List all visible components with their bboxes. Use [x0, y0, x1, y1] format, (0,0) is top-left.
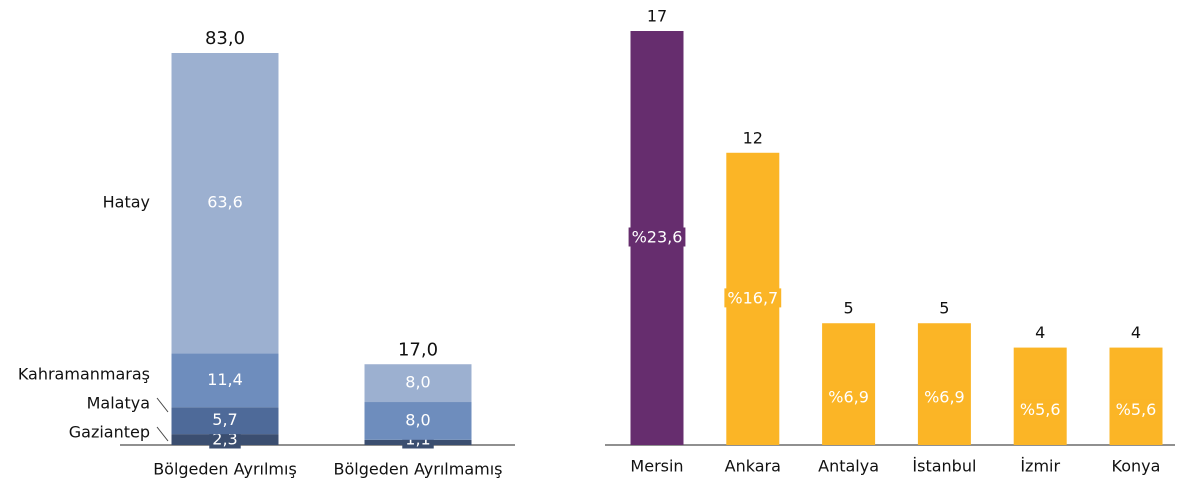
category-label: Ankara: [725, 457, 781, 476]
value-label: 4: [1035, 323, 1045, 342]
value-label: 5: [939, 299, 949, 318]
share-label-box: [1112, 399, 1160, 419]
series-label: Malatya: [87, 394, 150, 413]
series-label: Hatay: [103, 193, 150, 212]
share-label: %23,6: [632, 228, 683, 247]
share-label: %16,7: [727, 288, 778, 307]
bar: [917, 323, 971, 445]
bar-segment: [171, 407, 279, 435]
category-label: Konya: [1112, 457, 1161, 476]
segment-label-box: [209, 429, 241, 449]
category-label: İstanbul: [912, 457, 976, 476]
segment-label: 8,0: [405, 410, 430, 429]
share-label-box: [825, 387, 872, 407]
series-label: Kahramanmaraş: [18, 365, 150, 384]
share-label-box: [628, 227, 686, 247]
bar-segment: [171, 353, 279, 408]
share-label: %6,9: [924, 388, 965, 407]
leader-line: [156, 426, 169, 442]
category-label: İzmir: [1020, 457, 1060, 476]
total-label: 83,0: [205, 28, 245, 49]
segment-label: 2,3: [212, 430, 237, 449]
share-label: %5,6: [1020, 400, 1061, 419]
bar-segment: [171, 53, 279, 354]
share-label-box: [1016, 399, 1064, 419]
share-label: %6,9: [828, 388, 869, 407]
value-label: 17: [647, 7, 667, 26]
leader-line: [156, 397, 169, 413]
share-label: %5,6: [1116, 400, 1157, 419]
segment-label: 5,7: [212, 410, 237, 429]
share-label-box: [921, 387, 968, 407]
category-label: Bölgeden Ayrılmamış: [334, 460, 503, 479]
share-label-box: [724, 288, 782, 308]
segment-label: 63,6: [207, 193, 243, 212]
total-label: 17,0: [398, 340, 438, 361]
value-label: 12: [743, 128, 763, 147]
bar-segment: [364, 364, 472, 403]
category-label: Mersin: [630, 457, 683, 476]
bar: [1013, 347, 1067, 445]
segment-label: 8,0: [405, 373, 430, 392]
bar: [822, 323, 876, 445]
category-label: Bölgeden Ayrılmış: [153, 460, 297, 479]
category-label: Antalya: [818, 457, 879, 476]
value-label: 4: [1131, 323, 1141, 342]
segment-label: 11,4: [207, 370, 243, 389]
value-label: 5: [844, 299, 854, 318]
bar: [1109, 347, 1163, 445]
series-label: Gaziantep: [69, 423, 150, 442]
bar-segment: [364, 402, 472, 440]
